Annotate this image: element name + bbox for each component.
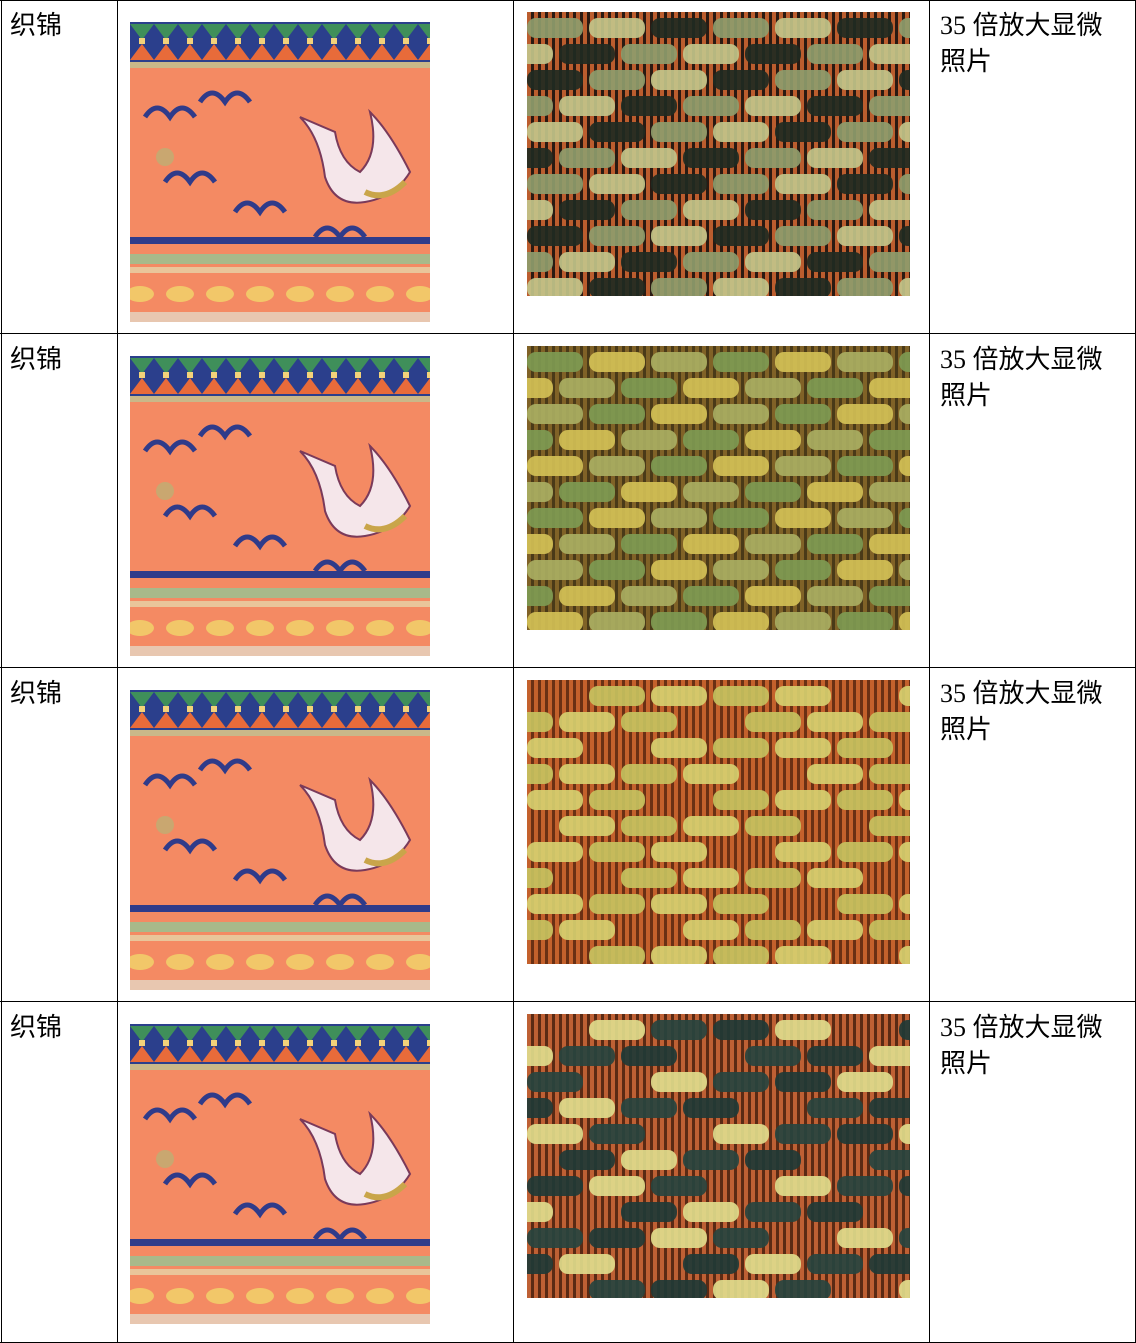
caption-cell: 35 倍放大显微照片 <box>930 668 1136 1002</box>
micro-cell <box>514 0 930 334</box>
brocade-photo <box>130 1024 430 1324</box>
brocade-photo <box>130 356 430 656</box>
material-cell: 织锦 <box>0 0 118 334</box>
table-border-top <box>0 0 1136 1</box>
material-cell: 织锦 <box>0 668 118 1002</box>
brocade-cell <box>118 668 514 1002</box>
material-cell: 织锦 <box>0 1002 118 1343</box>
brocade-photo <box>130 690 430 990</box>
brocade-photo <box>130 22 430 322</box>
micro-photo <box>527 12 910 296</box>
caption-cell: 35 倍放大显微照片 <box>930 334 1136 668</box>
brocade-cell <box>118 0 514 334</box>
micro-photo <box>527 1014 910 1298</box>
table-border-left <box>0 0 2 1343</box>
caption-cell: 35 倍放大显微照片 <box>930 1002 1136 1343</box>
material-cell: 织锦 <box>0 334 118 668</box>
micro-photo <box>527 680 910 964</box>
brocade-cell <box>118 334 514 668</box>
micro-cell <box>514 668 930 1002</box>
micro-photo <box>527 346 910 630</box>
caption-cell: 35 倍放大显微照片 <box>930 0 1136 334</box>
micro-cell <box>514 334 930 668</box>
